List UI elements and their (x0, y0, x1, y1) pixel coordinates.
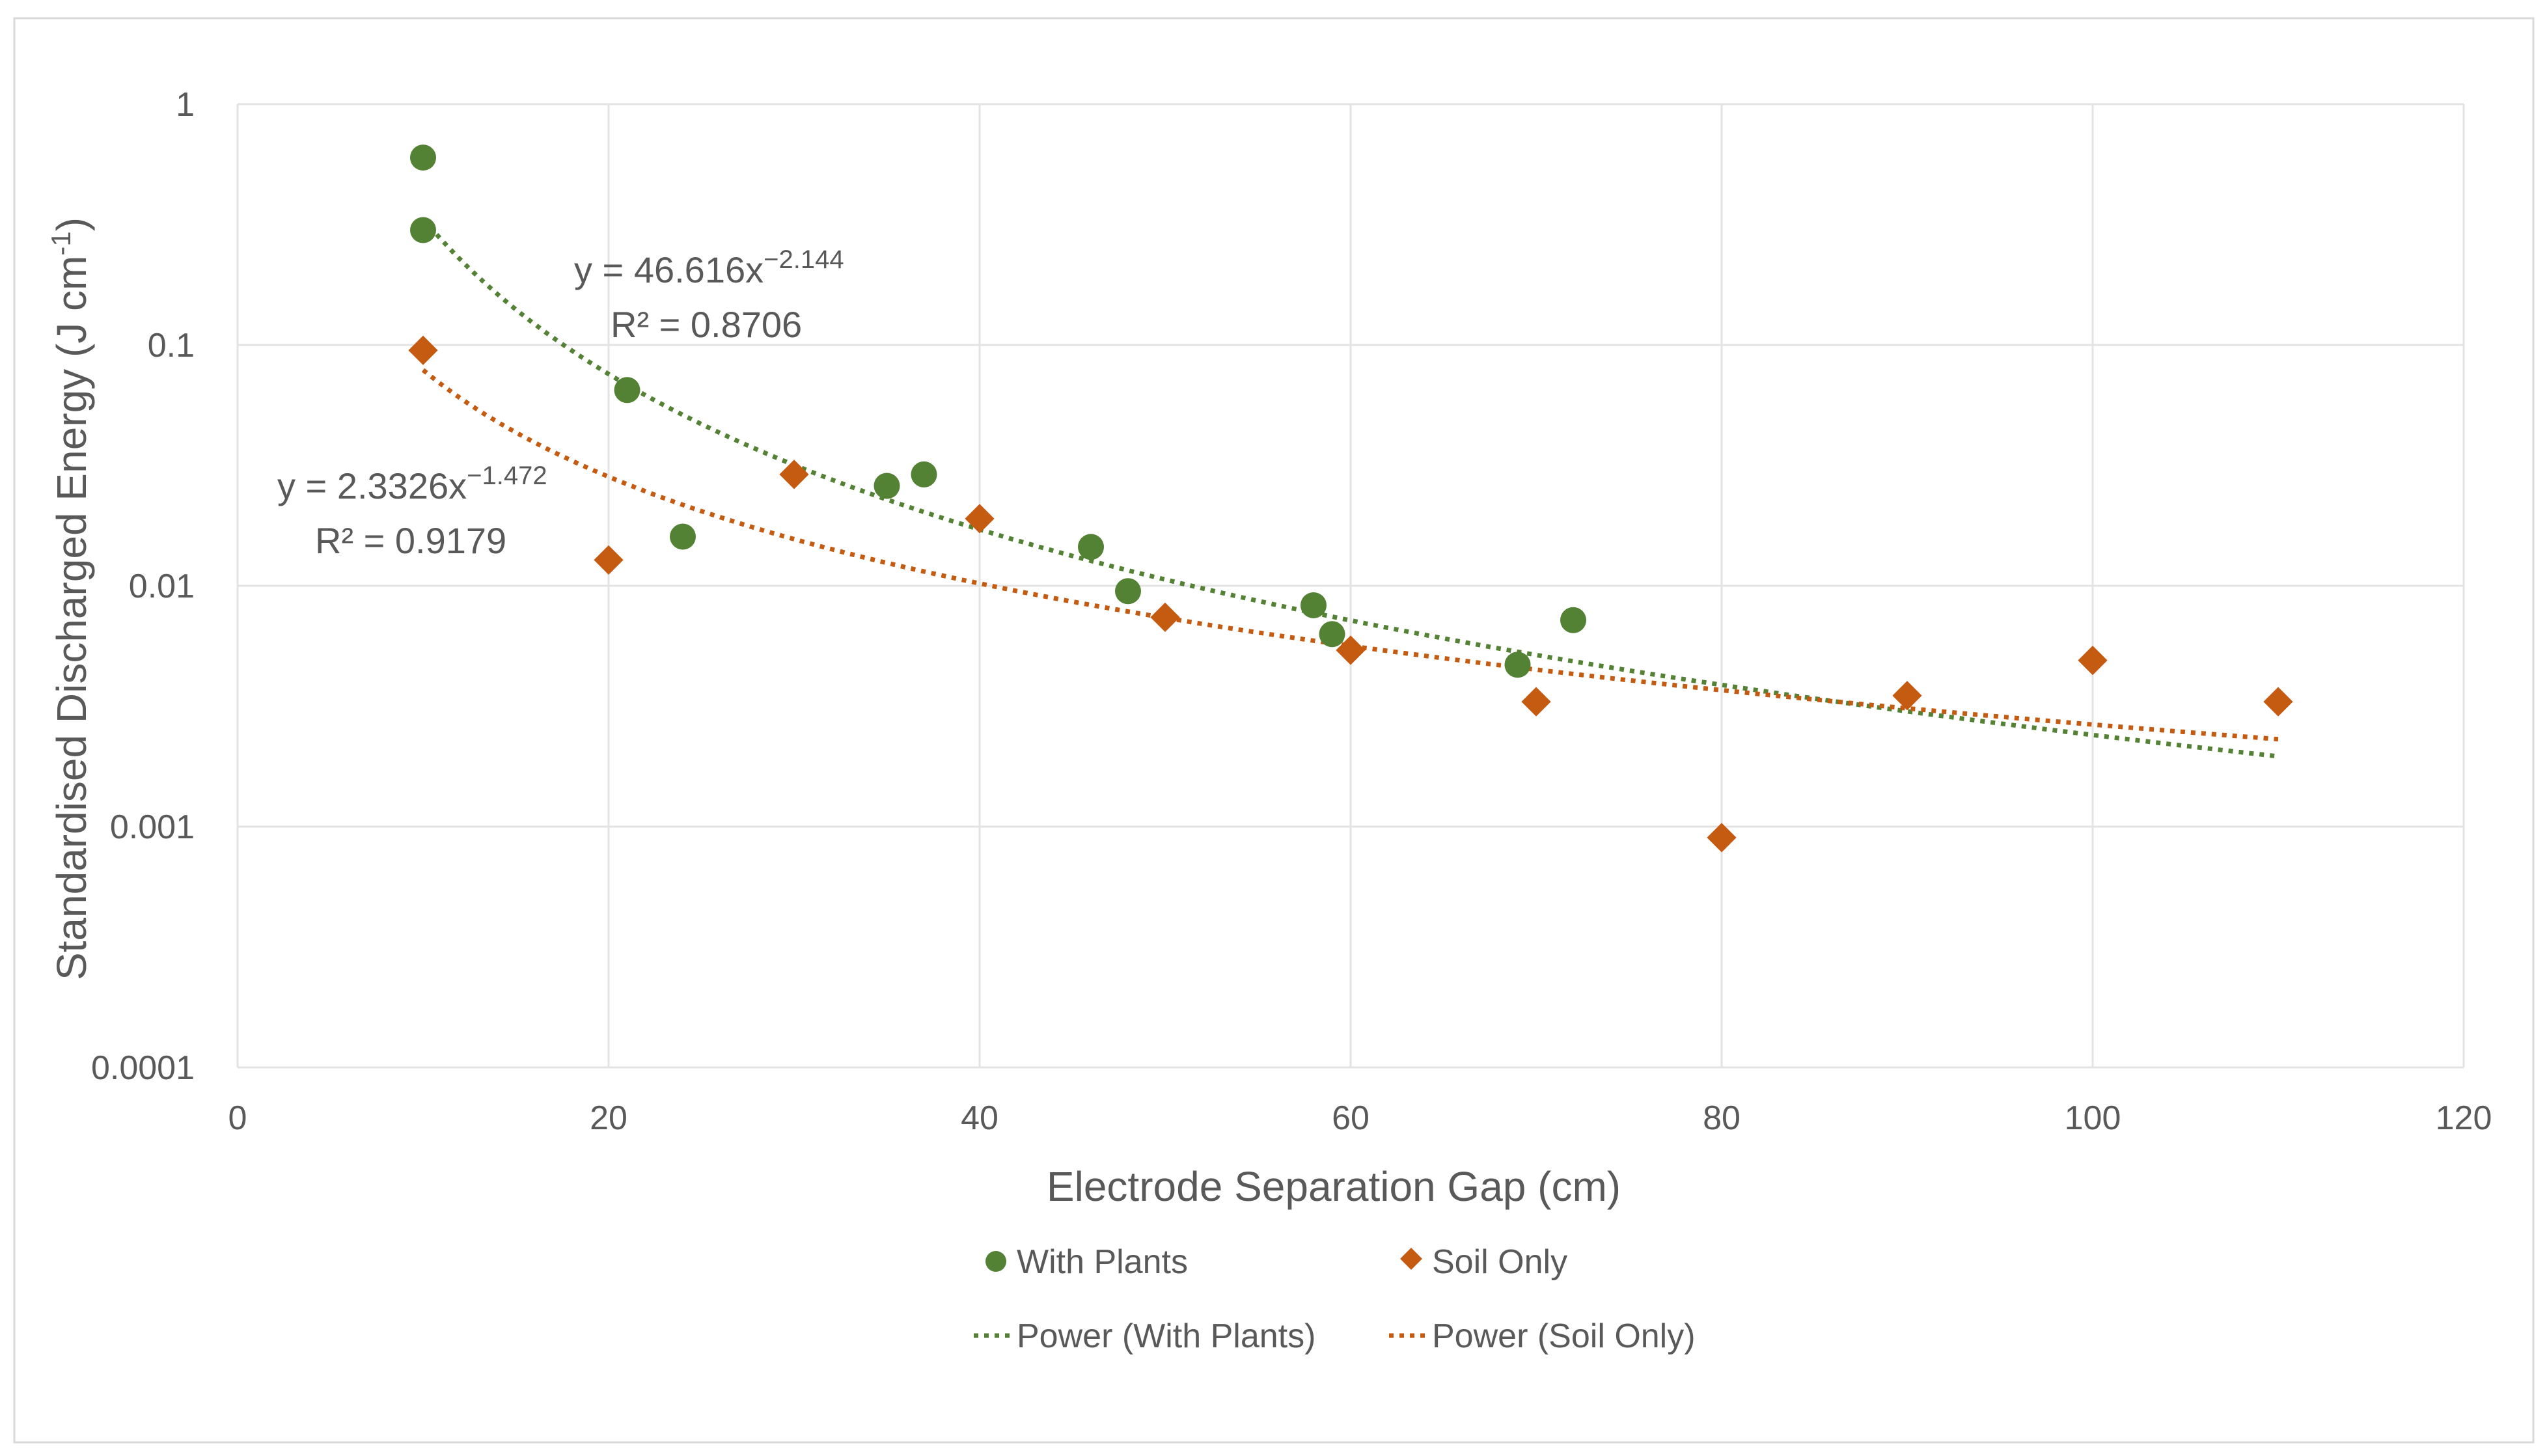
legend-with-plants-marker (985, 1251, 1006, 1272)
with-plants-point (911, 461, 937, 488)
trendlines (421, 217, 2279, 759)
tick-labels: 0 20 40 60 80 100 120 1 0.1 0.01 0.001 0.0001 (91, 86, 2492, 1137)
soil-only-point (1150, 602, 1180, 633)
x-tick-label: 100 (2065, 1099, 2121, 1137)
soil-only-r2: R² = 0.9179 (315, 520, 506, 561)
x-tick-label: 0 (228, 1099, 247, 1137)
y-tick-label: 0.01 (129, 568, 195, 605)
x-tick-label: 60 (1332, 1099, 1370, 1137)
x-tick-label: 40 (961, 1099, 998, 1137)
x-tick-label: 20 (590, 1099, 627, 1137)
with-plants-point (1115, 578, 1141, 605)
data-points (408, 144, 2293, 853)
soil-only-point (594, 545, 624, 575)
with-plants-point (614, 377, 640, 404)
y-tick-label: 0.0001 (91, 1049, 195, 1087)
soil-only-point (965, 504, 995, 534)
with-plants-point (1078, 534, 1104, 560)
x-axis-title: Electrode Separation Gap (cm) (1047, 1163, 1621, 1210)
x-tick-label: 120 (2436, 1099, 2492, 1137)
with-plants-point (410, 217, 436, 243)
x-tick-label: 80 (1703, 1099, 1741, 1137)
soil-only-point (1521, 687, 1551, 717)
y-tick-label: 0.001 (110, 808, 195, 846)
soil-only-point (408, 335, 438, 365)
with-plants-point (410, 144, 436, 171)
y-axis-title: Standardised Discharged Energy (J cm-1) (46, 217, 95, 980)
with-plants-point (1560, 607, 1586, 633)
with-plants-equation: y = 46.616x−2.144 (574, 245, 844, 290)
gridlines (236, 103, 2465, 1069)
soil-only-point (1336, 635, 1366, 665)
y-tick-label: 0.1 (148, 327, 195, 364)
with-plants-point (670, 523, 696, 550)
soil-only-point (2263, 687, 2293, 717)
soil-only-point (2078, 646, 2108, 676)
with-plants-point (1319, 621, 1345, 648)
chart-area-border (13, 17, 2535, 1444)
soil-only-point (1707, 823, 1737, 853)
with-plants-r2: R² = 0.8706 (611, 304, 802, 345)
with-plants-point (1301, 592, 1327, 618)
soil-only-equation: y = 2.3326x−1.472 (277, 461, 547, 506)
legend: With Plants Soil Only Power (With Plants… (974, 1243, 1696, 1355)
legend-power-with-plants-label: Power (With Plants) (1017, 1317, 1315, 1355)
legend-with-plants-label: With Plants (1017, 1243, 1188, 1281)
soil-only-point (779, 460, 809, 489)
legend-soil-only-marker (1400, 1248, 1422, 1270)
soil-only-point (1892, 681, 1922, 711)
with-plants-point (874, 473, 900, 499)
y-tick-label: 1 (176, 86, 195, 124)
legend-soil-only-label: Soil Only (1432, 1243, 1567, 1281)
legend-power-soil-only-label: Power (Soil Only) (1432, 1317, 1696, 1355)
with-plants-point (1504, 652, 1531, 678)
trendline-soil-only (421, 368, 2279, 742)
